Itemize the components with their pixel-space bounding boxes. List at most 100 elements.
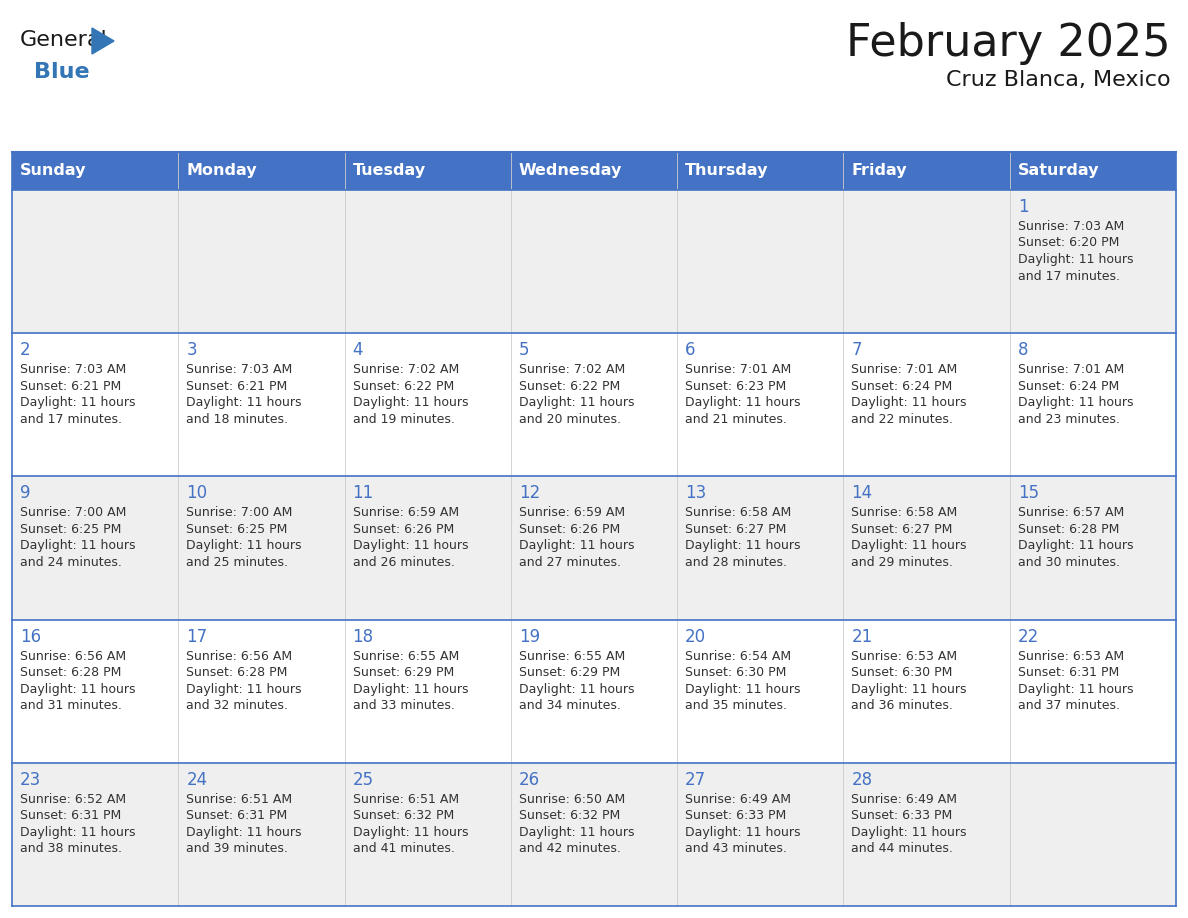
Text: Daylight: 11 hours: Daylight: 11 hours (20, 397, 135, 409)
Text: 26: 26 (519, 771, 541, 789)
Text: Daylight: 11 hours: Daylight: 11 hours (187, 826, 302, 839)
Text: 28: 28 (852, 771, 872, 789)
Bar (12, 763, 1176, 906)
Text: Sunset: 6:20 PM: Sunset: 6:20 PM (1018, 237, 1119, 250)
Text: and 23 minutes.: and 23 minutes. (1018, 413, 1119, 426)
Text: Daylight: 11 hours: Daylight: 11 hours (685, 397, 801, 409)
Text: and 41 minutes.: and 41 minutes. (353, 843, 455, 856)
Text: Sunrise: 6:56 AM: Sunrise: 6:56 AM (20, 650, 126, 663)
Text: and 42 minutes.: and 42 minutes. (519, 843, 621, 856)
Text: Daylight: 11 hours: Daylight: 11 hours (353, 826, 468, 839)
Text: Sunset: 6:27 PM: Sunset: 6:27 PM (852, 523, 953, 536)
Text: Daylight: 11 hours: Daylight: 11 hours (187, 540, 302, 553)
Text: Sunset: 6:30 PM: Sunset: 6:30 PM (852, 666, 953, 679)
Bar (12, 190, 1176, 333)
Text: Sunset: 6:31 PM: Sunset: 6:31 PM (187, 810, 287, 823)
Text: Sunrise: 6:58 AM: Sunrise: 6:58 AM (852, 507, 958, 520)
Text: Sunset: 6:26 PM: Sunset: 6:26 PM (519, 523, 620, 536)
Text: 22: 22 (1018, 628, 1040, 645)
Text: and 30 minutes.: and 30 minutes. (1018, 556, 1120, 569)
Text: Sunset: 6:25 PM: Sunset: 6:25 PM (187, 523, 287, 536)
Text: and 24 minutes.: and 24 minutes. (20, 556, 122, 569)
Text: Sunday: Sunday (20, 163, 87, 178)
Text: and 39 minutes.: and 39 minutes. (187, 843, 289, 856)
Text: and 43 minutes.: and 43 minutes. (685, 843, 786, 856)
Text: Daylight: 11 hours: Daylight: 11 hours (852, 683, 967, 696)
Text: Sunrise: 7:00 AM: Sunrise: 7:00 AM (20, 507, 126, 520)
Text: 5: 5 (519, 341, 530, 359)
Text: Daylight: 11 hours: Daylight: 11 hours (519, 683, 634, 696)
Text: February 2025: February 2025 (846, 22, 1171, 65)
Text: Sunrise: 7:03 AM: Sunrise: 7:03 AM (187, 364, 292, 376)
Text: Sunset: 6:29 PM: Sunset: 6:29 PM (519, 666, 620, 679)
Text: Sunrise: 7:00 AM: Sunrise: 7:00 AM (187, 507, 292, 520)
Text: and 21 minutes.: and 21 minutes. (685, 413, 786, 426)
Text: Sunset: 6:32 PM: Sunset: 6:32 PM (353, 810, 454, 823)
Text: and 33 minutes.: and 33 minutes. (353, 700, 455, 712)
Text: 27: 27 (685, 771, 707, 789)
Text: Sunrise: 7:03 AM: Sunrise: 7:03 AM (20, 364, 126, 376)
Text: and 37 minutes.: and 37 minutes. (1018, 700, 1120, 712)
Text: 11: 11 (353, 485, 374, 502)
Text: Sunset: 6:29 PM: Sunset: 6:29 PM (353, 666, 454, 679)
Text: Daylight: 11 hours: Daylight: 11 hours (1018, 253, 1133, 266)
Text: Sunrise: 7:01 AM: Sunrise: 7:01 AM (852, 364, 958, 376)
Text: Daylight: 11 hours: Daylight: 11 hours (187, 683, 302, 696)
Text: and 38 minutes.: and 38 minutes. (20, 843, 122, 856)
Text: Cruz Blanca, Mexico: Cruz Blanca, Mexico (947, 70, 1171, 90)
Text: Sunrise: 7:01 AM: Sunrise: 7:01 AM (685, 364, 791, 376)
Text: 24: 24 (187, 771, 208, 789)
Text: and 36 minutes.: and 36 minutes. (852, 700, 953, 712)
Text: Sunrise: 6:49 AM: Sunrise: 6:49 AM (852, 793, 958, 806)
Text: Sunrise: 6:50 AM: Sunrise: 6:50 AM (519, 793, 625, 806)
Text: Monday: Monday (187, 163, 257, 178)
Text: Friday: Friday (852, 163, 908, 178)
Text: 15: 15 (1018, 485, 1038, 502)
Text: Sunrise: 6:59 AM: Sunrise: 6:59 AM (353, 507, 459, 520)
Text: 12: 12 (519, 485, 541, 502)
Text: Sunset: 6:25 PM: Sunset: 6:25 PM (20, 523, 121, 536)
Text: 25: 25 (353, 771, 374, 789)
Text: 18: 18 (353, 628, 374, 645)
Text: Sunset: 6:23 PM: Sunset: 6:23 PM (685, 380, 786, 393)
Text: Daylight: 11 hours: Daylight: 11 hours (852, 826, 967, 839)
Text: Daylight: 11 hours: Daylight: 11 hours (20, 540, 135, 553)
Text: Sunrise: 7:03 AM: Sunrise: 7:03 AM (1018, 220, 1124, 233)
Text: Daylight: 11 hours: Daylight: 11 hours (353, 683, 468, 696)
Text: Daylight: 11 hours: Daylight: 11 hours (519, 540, 634, 553)
Text: Sunrise: 6:51 AM: Sunrise: 6:51 AM (353, 793, 459, 806)
Text: Daylight: 11 hours: Daylight: 11 hours (353, 397, 468, 409)
Polygon shape (91, 28, 114, 54)
Text: Sunrise: 6:59 AM: Sunrise: 6:59 AM (519, 507, 625, 520)
Text: Sunrise: 6:53 AM: Sunrise: 6:53 AM (852, 650, 958, 663)
Text: and 28 minutes.: and 28 minutes. (685, 556, 788, 569)
Text: Daylight: 11 hours: Daylight: 11 hours (20, 683, 135, 696)
Text: Daylight: 11 hours: Daylight: 11 hours (187, 397, 302, 409)
Text: Sunrise: 6:57 AM: Sunrise: 6:57 AM (1018, 507, 1124, 520)
Bar (12, 620, 1176, 763)
Text: Sunset: 6:33 PM: Sunset: 6:33 PM (685, 810, 786, 823)
Text: Daylight: 11 hours: Daylight: 11 hours (20, 826, 135, 839)
Text: Sunset: 6:32 PM: Sunset: 6:32 PM (519, 810, 620, 823)
Text: and 22 minutes.: and 22 minutes. (852, 413, 953, 426)
Text: 14: 14 (852, 485, 872, 502)
Text: Sunrise: 7:02 AM: Sunrise: 7:02 AM (519, 364, 625, 376)
Text: Sunrise: 6:53 AM: Sunrise: 6:53 AM (1018, 650, 1124, 663)
Text: Daylight: 11 hours: Daylight: 11 hours (1018, 540, 1133, 553)
Text: 10: 10 (187, 485, 208, 502)
Text: 19: 19 (519, 628, 541, 645)
Text: and 35 minutes.: and 35 minutes. (685, 700, 788, 712)
Text: and 17 minutes.: and 17 minutes. (20, 413, 122, 426)
Text: Sunrise: 6:56 AM: Sunrise: 6:56 AM (187, 650, 292, 663)
Text: 23: 23 (20, 771, 42, 789)
Text: and 19 minutes.: and 19 minutes. (353, 413, 455, 426)
Text: Sunset: 6:31 PM: Sunset: 6:31 PM (1018, 666, 1119, 679)
Text: Sunset: 6:28 PM: Sunset: 6:28 PM (1018, 523, 1119, 536)
Bar (12, 476, 1176, 620)
Text: Daylight: 11 hours: Daylight: 11 hours (685, 540, 801, 553)
Text: Daylight: 11 hours: Daylight: 11 hours (1018, 683, 1133, 696)
Bar (12, 152, 1176, 190)
Text: 1: 1 (1018, 198, 1029, 216)
Text: 8: 8 (1018, 341, 1029, 359)
Text: Sunset: 6:22 PM: Sunset: 6:22 PM (519, 380, 620, 393)
